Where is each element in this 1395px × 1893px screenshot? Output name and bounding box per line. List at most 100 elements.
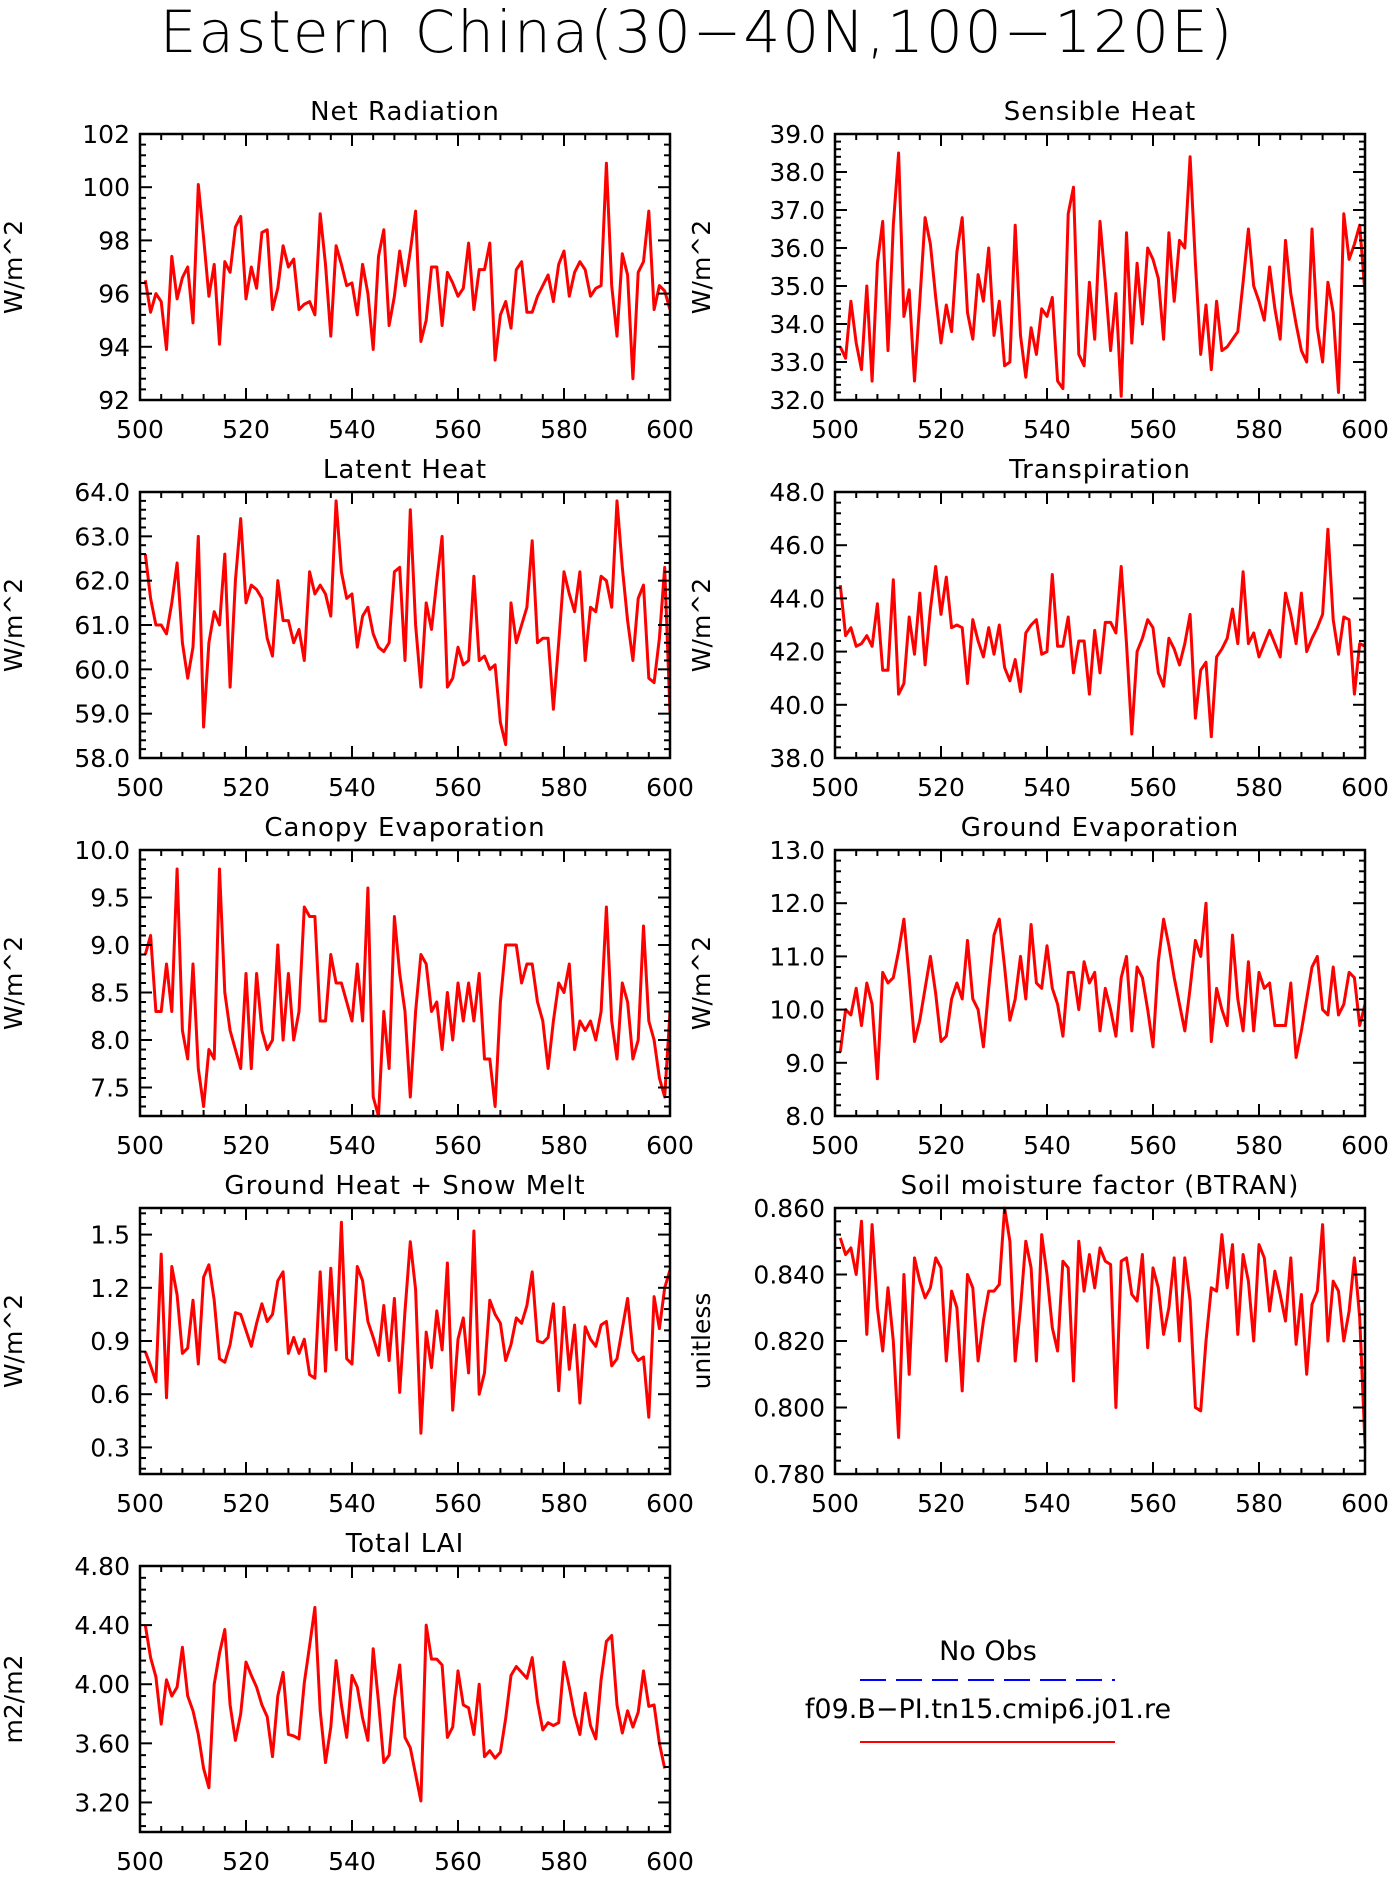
x-tick-label: 500: [116, 415, 164, 444]
x-tick-label: 580: [540, 773, 588, 802]
y-tick-label: 8.5: [90, 979, 130, 1008]
y-tick-label: 0.9: [90, 1327, 130, 1356]
x-tick-label: 600: [646, 1847, 694, 1876]
panels-group: 500 520 540 560 580 600 92 94 96 98 100 102 W/m^2 Net…: [0, 97, 1389, 1876]
plot-frame: [138, 132, 672, 402]
y-tick-label: 13.0: [769, 836, 825, 865]
x-tick-label: 540: [1023, 773, 1071, 802]
series-line: [838, 901, 1365, 1081]
y-axis-label: W/m^2: [0, 578, 28, 672]
y-axis-label: W/m^2: [0, 1294, 28, 1388]
x-tick-label: 600: [1341, 1131, 1389, 1160]
y-tick-label: 61.0: [74, 611, 130, 640]
x-tick-label: 500: [116, 1489, 164, 1518]
x-tick-label: 520: [222, 773, 270, 802]
y-axis-label: W/m^2: [687, 578, 716, 672]
y-axis-label: W/m^2: [0, 220, 28, 314]
y-tick-label: 39.0: [769, 120, 825, 149]
panel-8: 500 520 540 560 580 600 0.780 0.800 0.820 0.840 0.…: [687, 1171, 1389, 1518]
panel-5: 500 520 540 560 580 600 7.5 8.0 8.5 9.0 9.5 10.0 W/m…: [0, 813, 694, 1160]
panel-1: 500 520 540 560 580 600 92 94 96 98 100 102 W/m^2 Net…: [0, 97, 694, 444]
x-tick-label: 580: [1235, 1131, 1283, 1160]
series-line: [143, 1605, 667, 1803]
x-tick-label: 580: [540, 1489, 588, 1518]
y-tick-label: 100: [82, 173, 130, 202]
y-tick-label: 0.840: [753, 1261, 825, 1290]
panel-3: 500 520 540 560 580 600 58.0 59.0 60.0 61.0 62.0 63…: [0, 455, 694, 802]
series-line: [838, 151, 1365, 398]
x-tick-label: 540: [328, 415, 376, 444]
x-tick-label: 560: [434, 773, 482, 802]
x-tick-label: 500: [811, 1489, 859, 1518]
x-tick-label: 560: [1129, 415, 1177, 444]
x-tick-label: 520: [222, 1489, 270, 1518]
x-tick-label: 600: [646, 1131, 694, 1160]
x-tick-label: 580: [540, 1847, 588, 1876]
y-tick-label: 44.0: [769, 584, 825, 613]
panel-2: 500 520 540 560 580 600 32.0 33.0 34.0 35.0 36.0 37…: [687, 97, 1389, 444]
y-axis-label: W/m^2: [687, 220, 716, 314]
panel-title: Ground Heat + Snow Melt: [224, 1171, 585, 1201]
x-tick-label: 560: [434, 415, 482, 444]
x-tick-label: 580: [1235, 1489, 1283, 1518]
y-axis-label: unitless: [687, 1293, 716, 1390]
series-line: [143, 499, 670, 747]
y-axis-label: m2/m2: [0, 1655, 28, 1744]
y-tick-label: 1.5: [90, 1221, 130, 1250]
series-line: [143, 1220, 670, 1435]
panel-title: Ground Evaporation: [961, 813, 1239, 843]
y-tick-label: 37.0: [769, 196, 825, 225]
y-tick-label: 96: [98, 280, 130, 309]
y-tick-label: 0.800: [753, 1394, 825, 1423]
x-tick-label: 600: [646, 415, 694, 444]
legend-label-obs: No Obs: [939, 1636, 1037, 1667]
y-tick-label: 0.780: [753, 1460, 825, 1489]
x-tick-label: 540: [328, 1131, 376, 1160]
y-tick-label: 59.0: [74, 700, 130, 729]
x-tick-label: 580: [1235, 773, 1283, 802]
y-axis-label: W/m^2: [687, 936, 716, 1030]
x-tick-label: 500: [116, 1131, 164, 1160]
x-tick-label: 520: [917, 415, 965, 444]
y-tick-label: 40.0: [769, 691, 825, 720]
x-tick-label: 540: [1023, 1131, 1071, 1160]
x-tick-label: 600: [646, 1489, 694, 1518]
x-tick-label: 520: [917, 1131, 965, 1160]
x-tick-label: 520: [222, 1131, 270, 1160]
y-tick-label: 7.5: [90, 1074, 130, 1103]
y-tick-label: 0.820: [753, 1327, 825, 1356]
y-tick-label: 3.20: [74, 1788, 130, 1817]
x-tick-label: 520: [222, 1847, 270, 1876]
x-tick-label: 560: [434, 1131, 482, 1160]
x-tick-label: 540: [1023, 1489, 1071, 1518]
panel-4: 500 520 540 560 580 600 38.0 40.0 42.0 44.0 46.0 48…: [687, 455, 1389, 802]
y-tick-label: 64.0: [74, 478, 130, 507]
x-tick-label: 540: [328, 1489, 376, 1518]
panel-title: Latent Heat: [323, 455, 487, 485]
y-tick-label: 0.6: [90, 1380, 130, 1409]
y-tick-label: 98: [98, 226, 130, 255]
y-tick-label: 1.2: [90, 1274, 130, 1303]
plot-frame: [833, 490, 1367, 760]
y-tick-label: 35.0: [769, 272, 825, 301]
panel-6: 500 520 540 560 580 600 8.0 9.0 10.0 11.0 12.0 13.0…: [687, 813, 1389, 1160]
panel-7: 500 520 540 560 580 600 0.3 0.6 0.9 1.2 1.5 W/m^2 Gr…: [0, 1171, 694, 1518]
x-tick-label: 500: [811, 773, 859, 802]
x-tick-label: 540: [1023, 415, 1071, 444]
y-tick-label: 33.0: [769, 348, 825, 377]
y-tick-label: 11.0: [769, 942, 825, 971]
x-tick-label: 540: [328, 1847, 376, 1876]
y-tick-label: 58.0: [74, 744, 130, 773]
y-axis-label: W/m^2: [0, 936, 28, 1030]
y-tick-label: 36.0: [769, 234, 825, 263]
x-tick-label: 520: [917, 773, 965, 802]
x-tick-label: 600: [1341, 415, 1389, 444]
x-tick-label: 500: [116, 1847, 164, 1876]
series-line: [838, 527, 1365, 739]
y-tick-label: 63.0: [74, 522, 130, 551]
x-tick-label: 560: [1129, 1131, 1177, 1160]
x-tick-label: 560: [1129, 773, 1177, 802]
series-line: [143, 161, 670, 381]
y-tick-label: 38.0: [769, 744, 825, 773]
series-line: [838, 1206, 1365, 1445]
